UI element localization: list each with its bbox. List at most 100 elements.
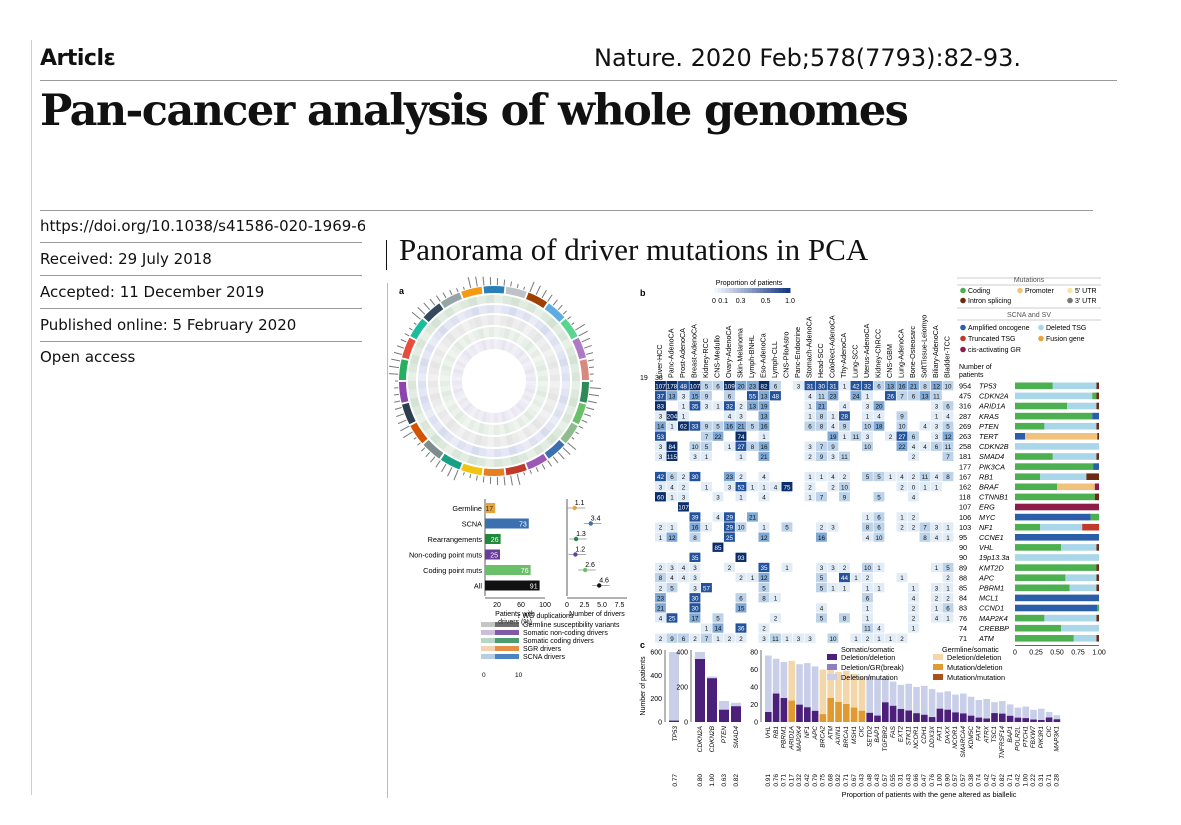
circos-track [548,367,560,376]
heatmap-cell [655,583,666,593]
legend-gradient [481,646,519,651]
heatmap-value: 1 [820,474,824,481]
c-bar [1038,708,1045,722]
heatmap-value: 35 [760,565,768,572]
c-proportion: 0.42 [804,774,811,787]
heatmap-value: 27 [737,444,745,451]
heatmap-value: 4 [843,404,847,411]
gene-count: 83 [959,604,967,613]
circos-spike [584,413,591,417]
cohort-label: Bladder-TCC [943,336,952,378]
c-proportion: 0.76 [929,774,936,787]
gene-name: ERG [979,503,995,512]
c-gene-label: ATRX [983,725,990,744]
circos-track [473,342,481,354]
heatmap-value: 3 [797,636,801,643]
heatmap-value: 11 [853,434,860,441]
c-bar-segment [765,712,772,722]
heatmap-cell [931,411,942,421]
heatmap-value: 2 [728,565,732,572]
heatmap-value: 2 [900,636,904,643]
heatmap-value: 11 [772,636,779,643]
c-proportion: 0.75 [820,774,827,787]
heatmap-cell [931,482,942,492]
scale-swatch [763,288,768,293]
gene-count: 475 [959,392,971,401]
circos-track [441,390,453,398]
heatmap-cell [942,431,954,441]
c-proportion: 0.42 [983,774,990,787]
circos-track [476,341,485,352]
c-proportion: 0.82 [733,774,740,787]
heatmap-value: 2 [762,626,766,633]
heatmap-cell [839,421,850,431]
heatmap-value: 10 [898,424,906,431]
heatmap-cell [655,441,666,451]
heatmap-value: 31 [806,383,814,390]
c-proportion: 0.28 [1054,774,1061,787]
circos-track [517,352,528,363]
heatmap-cell [862,381,873,391]
heatmap-cell [747,421,758,431]
cohort-label: Panc-AdenoCA [667,328,676,378]
circos-spike [581,419,588,423]
c-proportion: 1.00 [937,774,944,787]
heatmap-cell [885,391,896,401]
stacked-segment [1096,574,1099,581]
circos-track [467,331,477,343]
gene-name: VHL [979,543,993,552]
heatmap-cell [816,411,827,421]
circos-track [473,434,483,446]
heatmap-value: 4 [808,393,812,400]
circos-track [533,444,545,456]
heatmap-value: 1 [751,484,755,491]
heatmap-cell [942,471,954,482]
circos-segment [410,318,428,340]
heatmap-cell [816,562,827,573]
heatmap-value: 1 [877,636,881,643]
heatmap-value: 83 [657,404,665,411]
meta-top-rule [40,210,1093,211]
cohort-label: Ovary-AdenoCA [724,325,733,378]
circos-track [436,342,449,353]
heatmap-value: 26 [887,393,895,400]
heatmap-cell [816,471,827,482]
circos-track [452,387,464,394]
cohort-label: ColoRect-AdenoCA [828,315,837,378]
heatmap-value: 3 [682,393,686,400]
circos-spike [552,299,558,306]
heatmap-cell [758,522,770,532]
heatmap-value: 1 [889,636,893,643]
circos-track [477,422,485,434]
heatmap-cell [735,411,747,421]
circos-segment [483,468,505,476]
c-bar-segment [835,701,842,722]
c-gene-label: RB1 [773,726,780,739]
heatmap-value: 16 [898,383,906,390]
heatmap-value: 36 [737,626,745,633]
dot-value-label: 2.6 [585,562,595,569]
c-bar-segment [944,709,951,722]
circos-track [494,424,500,435]
circos-spike [586,406,595,411]
c-proportion: 0.42 [1015,774,1022,787]
c-gene-label: BRCA2 [820,726,827,748]
c-bar [669,652,679,722]
c-gene-label: PTEN [721,726,728,744]
doi-link[interactable]: https://doi.org/10.1038/s41586-020-1969-… [40,217,365,235]
heatmap-value: 3 [866,404,870,411]
circos-segment [440,453,462,470]
heatmap-value: 3 [659,454,663,461]
heading-bar [386,240,387,270]
circos-track [449,436,460,447]
circos-track [542,403,555,414]
c-bar [952,694,959,722]
circos-track [476,295,486,305]
heatmap-value: 5 [946,565,950,572]
circos-track [462,334,472,346]
heatmap-cell [862,512,873,522]
heatmap-value: 5 [866,474,870,481]
bar-value-label: 73 [519,522,527,529]
heatmap-cell [678,492,689,502]
heatmap-cell [919,391,931,401]
